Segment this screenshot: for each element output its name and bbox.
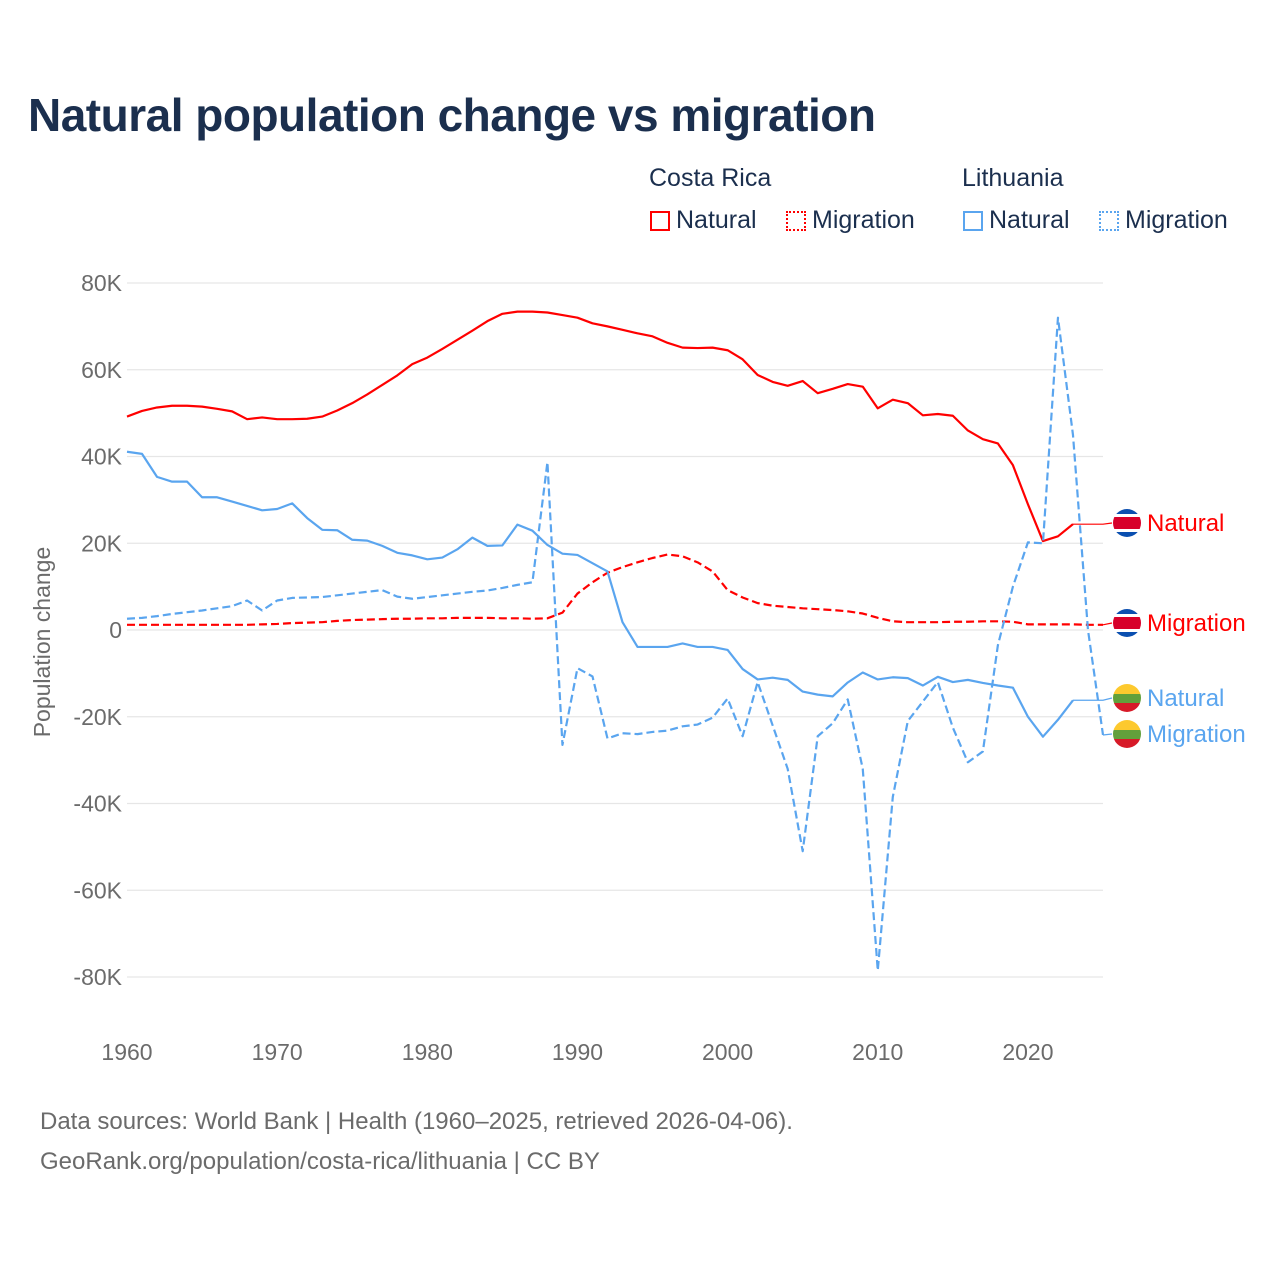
costa-rica-flag-icon — [1113, 609, 1141, 637]
footer-sources: Data sources: World Bank | Health (1960–… — [40, 1108, 793, 1135]
y-tick-label: 80K — [81, 270, 123, 296]
legend-item-costa-rica-migration[interactable]: Migration — [786, 206, 915, 235]
costa-rica-flag-icon — [1113, 509, 1141, 537]
flag-stripe — [1113, 529, 1141, 532]
y-tick-label: -80K — [73, 964, 122, 990]
lithuania-flag-icon — [1113, 684, 1141, 712]
flag-stripes — [1113, 684, 1141, 712]
flag-stripe — [1113, 730, 1141, 739]
legend-swatch-solid-red — [650, 210, 670, 231]
legend-group-lithuania: Lithuania — [962, 164, 1064, 192]
legend-item-lithuania-migration[interactable]: Migration — [1099, 206, 1228, 235]
flag-stripe — [1113, 739, 1141, 748]
series-end-label: Natural — [1147, 685, 1224, 712]
legend-swatch-solid-blue — [963, 210, 983, 231]
legend-item-lithuania-natural[interactable]: Natural — [963, 206, 1070, 235]
flag-stripe — [1113, 609, 1141, 614]
y-tick-label: -40K — [73, 791, 122, 817]
chart-title: Natural population change vs migration — [28, 89, 876, 141]
legend-label: Migration — [812, 206, 915, 234]
legend-swatch-dotted-blue — [1099, 210, 1119, 231]
y-tick-label: -60K — [73, 877, 122, 903]
label-connector — [1072, 697, 1113, 701]
flag-stripe — [1113, 694, 1141, 703]
label-connector — [1072, 522, 1113, 525]
footer-attribution: GeoRank.org/population/costa-rica/lithua… — [40, 1148, 600, 1175]
series-line-lithuania-migration — [126, 316, 1105, 972]
x-tick-label: 1990 — [552, 1039, 603, 1065]
flag-stripe — [1113, 514, 1141, 517]
series-end-label: Natural — [1147, 510, 1224, 537]
flag-stripe — [1113, 517, 1141, 529]
flag-stripe — [1113, 720, 1141, 730]
legend-swatch-dotted-red — [786, 210, 806, 231]
flag-stripe — [1113, 617, 1141, 629]
y-tick-label: 40K — [81, 444, 123, 470]
x-tick-label: 2000 — [702, 1039, 753, 1065]
flag-stripes — [1113, 609, 1141, 637]
lithuania-flag-icon — [1113, 720, 1141, 748]
series-line-costa-rica-natural — [126, 310, 1074, 543]
flag-stripes — [1113, 509, 1141, 537]
flag-stripe — [1113, 629, 1141, 632]
flag-stripe — [1113, 509, 1141, 514]
flag-stripe — [1113, 684, 1141, 694]
flag-stripe — [1113, 532, 1141, 537]
legend-label: Natural — [989, 206, 1070, 234]
series-line-lithuania-natural — [126, 450, 1074, 738]
x-tick-label: 1970 — [252, 1039, 303, 1065]
x-tick-label: 2010 — [852, 1039, 903, 1065]
label-connector — [1102, 622, 1113, 626]
flag-stripe — [1113, 632, 1141, 637]
flag-stripes — [1113, 720, 1141, 748]
series-line-costa-rica-migration — [127, 553, 1103, 626]
legend-label: Migration — [1125, 206, 1228, 234]
x-tick-label: 1980 — [402, 1039, 453, 1065]
x-tick-label: 1960 — [101, 1039, 152, 1065]
y-tick-label: 0 — [109, 617, 122, 643]
legend-item-costa-rica-natural[interactable]: Natural — [650, 206, 757, 235]
y-axis-label: Population change — [29, 547, 55, 738]
x-tick-label: 2020 — [1002, 1039, 1053, 1065]
legend-label: Natural — [676, 206, 757, 234]
label-connector — [1102, 733, 1113, 736]
y-tick-label: 60K — [81, 357, 123, 383]
legend-group-costa-rica: Costa Rica — [649, 164, 772, 192]
y-tick-label: -20K — [73, 704, 122, 730]
series-end-label: Migration — [1147, 721, 1246, 748]
flag-stripe — [1113, 614, 1141, 617]
series-end-label: Migration — [1147, 610, 1246, 637]
flag-stripe — [1113, 703, 1141, 712]
y-tick-label: 20K — [81, 530, 123, 556]
